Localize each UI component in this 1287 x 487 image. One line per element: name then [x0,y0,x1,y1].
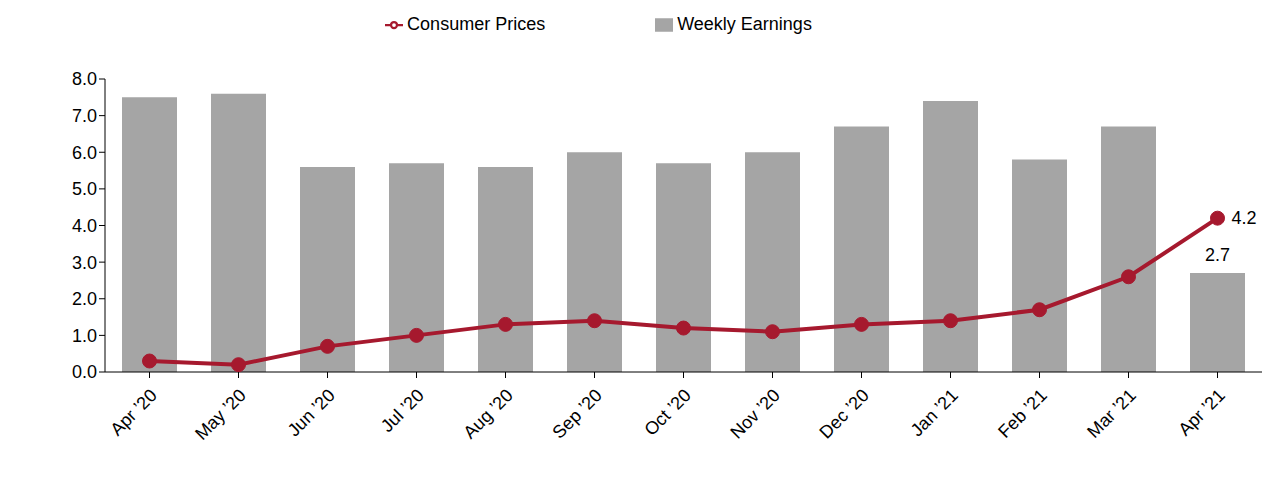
svg-text:Oct ’20: Oct ’20 [640,385,694,439]
html-text:Weekly Earnings: Weekly Earnings [677,14,812,34]
html-text:Consumer Prices: Consumer Prices [407,14,546,34]
svg-text:Apr ’21: Apr ’21 [1174,385,1228,439]
svg-text:0.0: 0.0 [72,362,97,382]
svg-text:Nov ’20: Nov ’20 [727,385,784,442]
svg-text:May ’20: May ’20 [191,385,250,444]
svg-text:4.2: 4.2 [1232,208,1257,228]
svg-text:5.0: 5.0 [72,179,97,199]
svg-text:Aug ’20: Aug ’20 [459,385,516,442]
svg-text:Mar ’21: Mar ’21 [1083,385,1140,442]
svg-text:6.0: 6.0 [72,143,97,163]
svg-text:4.0: 4.0 [72,216,97,236]
svg-text:Sep ’20: Sep ’20 [548,385,605,442]
svg-text:1.0: 1.0 [72,326,97,346]
svg-text:2.7: 2.7 [1205,245,1230,265]
svg-text:2.0: 2.0 [72,289,97,309]
svg-text:Dec ’20: Dec ’20 [816,385,873,442]
svg-text:8.0: 8.0 [72,69,97,89]
svg-text:7.0: 7.0 [72,106,97,126]
svg-text:Feb ’21: Feb ’21 [994,385,1051,442]
svg-text:3.0: 3.0 [72,253,97,273]
svg-text:Apr ’20: Apr ’20 [106,385,160,439]
svg-text:Jan ’21: Jan ’21 [907,385,962,440]
svg-text:Jul ’20: Jul ’20 [377,385,428,436]
svg-text:Jun ’20: Jun ’20 [284,385,339,440]
